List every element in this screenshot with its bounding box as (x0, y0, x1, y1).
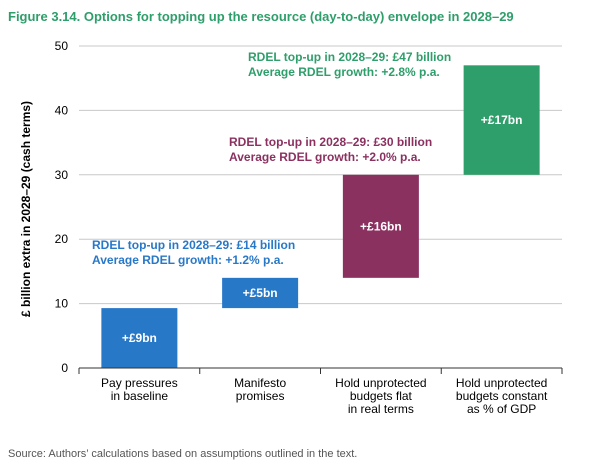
x-tick-label: as % of GDP (467, 402, 536, 416)
y-tick-label: 0 (61, 361, 68, 375)
x-tick-label: promises (236, 389, 285, 403)
y-axis-label: £ billion extra in 2028–29 (cash terms) (19, 101, 33, 317)
bar-value-label: +£16bn (360, 219, 402, 233)
y-tick-label: 20 (55, 232, 69, 246)
y-tick-labels: 0 10 20 30 40 50 (55, 39, 69, 375)
y-tick-label: 10 (55, 297, 69, 311)
bar-value-label: +£17bn (481, 113, 523, 127)
bar (463, 65, 540, 175)
bars: +£9bn +£5bn +£16bn +£17bn (101, 65, 540, 368)
y-tick-label: 50 (55, 39, 69, 53)
bar-value-label: +£9bn (122, 331, 157, 345)
y-tick-label: 40 (55, 103, 69, 117)
bar (101, 308, 178, 368)
annotation-text: Average RDEL growth: +2.0% p.a. (229, 150, 421, 164)
x-tick-label: in real terms (348, 402, 414, 416)
y-tick-label: 30 (55, 168, 69, 182)
annotation-text: RDEL top-up in 2028–29: £47 billion (248, 50, 451, 64)
annotation-text: RDEL top-up in 2028–29: £14 billion (92, 238, 295, 252)
source-note: Source: Authors’ calculations based on a… (8, 448, 358, 460)
annotation-text: RDEL top-up in 2028–29: £30 billion (229, 135, 432, 149)
x-tick-label: Manifesto (234, 376, 286, 390)
chart-title: Figure 3.14. Options for topping up the … (8, 9, 514, 24)
x-tick-label: Pay pressures (101, 376, 178, 390)
chart-svg: 0 10 20 30 40 50 +£9bn +£5bn +£16bn +£17bn Pay p… (19, 39, 563, 416)
bar (342, 174, 419, 278)
x-tick-label: budgets flat (350, 389, 413, 403)
annotation-text: Average RDEL growth: +2.8% p.a. (248, 65, 440, 79)
annotation-text: Average RDEL growth: +1.2% p.a. (92, 253, 284, 267)
x-tick-label: budgets constant (456, 389, 548, 403)
bar-value-label: +£5bn (243, 286, 278, 300)
annotations: RDEL top-up in 2028–29: £14 billionAvera… (92, 50, 451, 267)
bar (222, 277, 299, 309)
x-tick-label: Hold unprotected (456, 376, 547, 390)
x-tick-label: Hold unprotected (335, 376, 426, 390)
x-tick-label: in baseline (111, 389, 169, 403)
